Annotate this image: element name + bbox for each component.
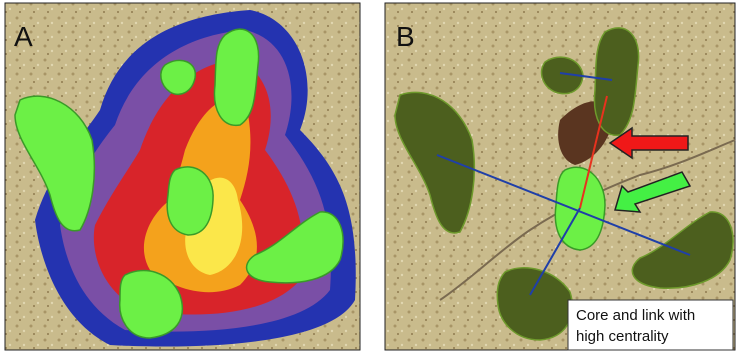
panel-label: B [396,21,415,52]
panel-a: A [5,3,360,350]
caption-line: Core and link with [576,307,695,324]
figure: A Core and link with high centrality B [0,0,739,353]
core-area [161,60,195,94]
panel-label: A [14,21,33,52]
panel-b: Core and link with high centrality B [385,3,735,350]
core-area [167,167,213,235]
caption-line: high centrality [576,328,669,345]
